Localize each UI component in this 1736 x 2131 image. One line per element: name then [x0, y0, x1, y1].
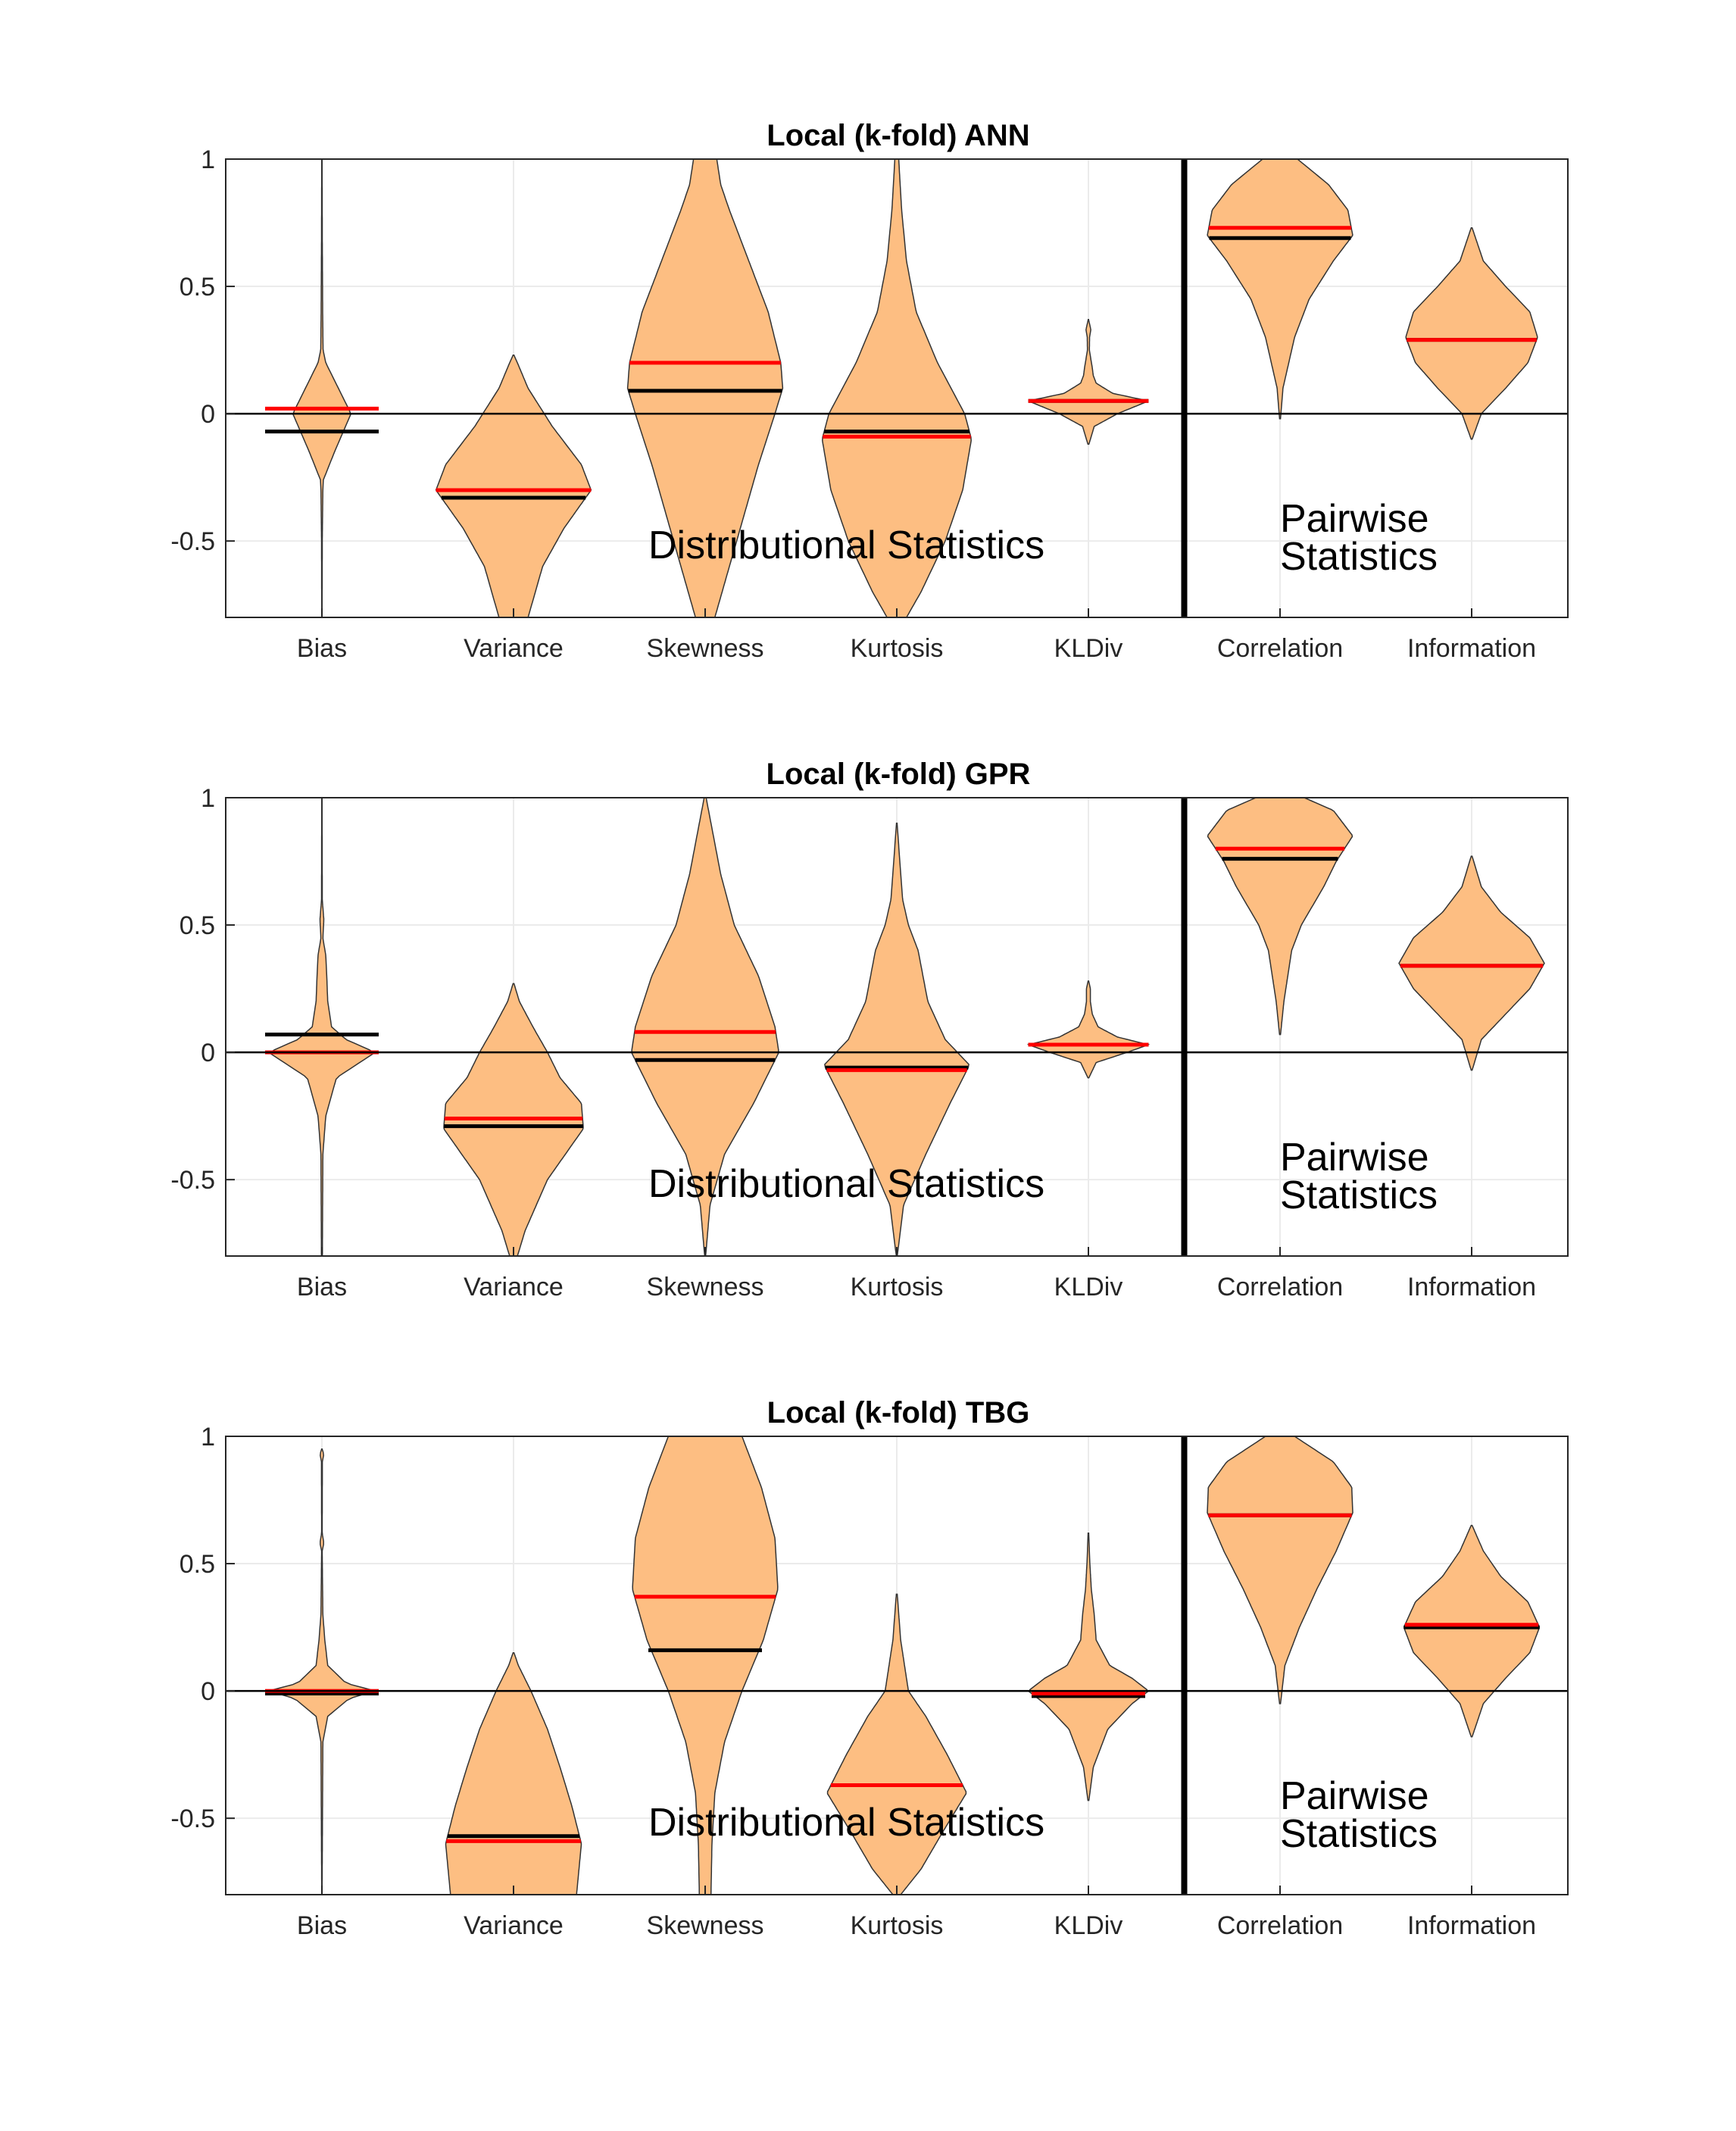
violin-correlation — [1207, 158, 1354, 420]
violin-bias — [265, 158, 379, 618]
panel-ann: Local (k-fold) ANN -0.5 0 0.5 1 Bias Varianc… — [170, 119, 1569, 663]
violin-bias — [265, 1448, 379, 1895]
violins — [265, 1436, 1540, 1895]
violin-body — [292, 158, 351, 618]
y-tick-label: 0 — [201, 400, 215, 429]
violin-body — [1207, 158, 1354, 420]
violin-body — [1405, 227, 1538, 440]
panel-tbg: Local (k-fold) TBG -0.5 0 0.5 1 Bias Varianc… — [170, 1396, 1569, 1940]
annotation-statistics: Statistics — [1280, 535, 1438, 579]
y-tick-label: 0 — [201, 1039, 215, 1067]
violin-kurtosis — [824, 822, 969, 1257]
violin-body — [826, 1593, 967, 1895]
y-tick-label: 1 — [201, 145, 215, 174]
x-tick-label: KLDiv — [1054, 1273, 1123, 1301]
panel-title: Local (k-fold) ANN — [767, 119, 1029, 152]
y-tick-label: 0.5 — [180, 1550, 215, 1579]
y-tick-label: 0.5 — [180, 911, 215, 940]
x-tick-label: Bias — [297, 1273, 347, 1301]
y-tick-label: 0 — [201, 1677, 215, 1706]
annotation-pairwise: Pairwise — [1280, 1136, 1429, 1180]
annotation-pairwise: Pairwise — [1280, 1774, 1429, 1818]
violin-information — [1403, 1524, 1540, 1738]
x-tick-label: Skewness — [647, 1273, 764, 1301]
x-tick-label: Information — [1407, 1273, 1536, 1301]
violin-kurtosis — [826, 1593, 967, 1895]
x-tick-label: KLDiv — [1054, 1911, 1123, 1940]
violin-body — [1398, 855, 1545, 1071]
y-tick-label: -0.5 — [170, 527, 215, 556]
panel-gpr: Local (k-fold) GPR -0.5 0 0.5 1 Bias Varianc… — [170, 758, 1569, 1301]
violins — [265, 158, 1538, 618]
x-tick-label: KLDiv — [1054, 634, 1123, 663]
violin-body — [1207, 1436, 1354, 1704]
violin-bias — [265, 797, 379, 1257]
violin-variance — [445, 1651, 582, 1895]
x-tick-label: Variance — [464, 1911, 564, 1940]
violin-kldiv — [1028, 319, 1149, 445]
violin-information — [1398, 855, 1545, 1071]
x-tick-label: Bias — [297, 634, 347, 663]
panel-title: Local (k-fold) GPR — [767, 758, 1031, 791]
violin-kldiv — [1028, 1532, 1149, 1801]
y-ticks: -0.5 0 0.5 1 — [170, 145, 235, 556]
violin-body — [268, 797, 376, 1257]
x-ticks: Bias Variance Skewness Kurtosis KLDiv Correla… — [297, 1247, 1536, 1301]
violin-body — [445, 1651, 582, 1895]
x-tick-label: Kurtosis — [851, 1273, 944, 1301]
y-tick-label: -0.5 — [170, 1166, 215, 1195]
annotation-statistics: Statistics — [1280, 1173, 1438, 1217]
x-tick-label: Correlation — [1217, 1911, 1343, 1940]
y-tick-label: 0.5 — [180, 273, 215, 302]
x-ticks: Bias Variance Skewness Kurtosis KLDiv Correla… — [297, 608, 1536, 663]
x-tick-label: Variance — [464, 634, 564, 663]
y-tick-label: 1 — [201, 1423, 215, 1451]
violin-body — [435, 355, 592, 618]
x-tick-label: Information — [1407, 634, 1536, 663]
violin-body — [266, 1448, 378, 1895]
x-tick-label: Skewness — [647, 1911, 764, 1940]
violin-skewness — [626, 158, 784, 618]
annotation-pairwise: Pairwise — [1280, 497, 1429, 541]
violin-kldiv — [1026, 980, 1151, 1079]
violin-body — [1029, 319, 1148, 445]
violin-correlation — [1207, 1436, 1354, 1704]
x-tick-label: Kurtosis — [851, 1911, 944, 1940]
y-ticks: -0.5 0 0.5 1 — [170, 1423, 235, 1833]
violin-correlation — [1207, 797, 1354, 1036]
violin-variance — [435, 355, 592, 618]
panel-title: Local (k-fold) TBG — [767, 1396, 1030, 1430]
violin-kurtosis — [822, 158, 972, 618]
annotation-statistics: Statistics — [1280, 1812, 1438, 1856]
y-tick-label: -0.5 — [170, 1804, 215, 1833]
violin-body — [1026, 980, 1151, 1079]
violin-body — [824, 822, 969, 1257]
violin-body — [1207, 797, 1354, 1036]
x-ticks: Bias Variance Skewness Kurtosis KLDiv Correla… — [297, 1886, 1536, 1940]
y-tick-label: 1 — [201, 784, 215, 813]
x-tick-label: Information — [1407, 1911, 1536, 1940]
y-ticks: -0.5 0 0.5 1 — [170, 784, 235, 1195]
violin-body — [1028, 1532, 1149, 1801]
x-tick-label: Correlation — [1217, 634, 1343, 663]
violin-body — [1403, 1524, 1540, 1738]
x-tick-label: Variance — [464, 1273, 564, 1301]
annotation-distributional: Distributional Statistics — [648, 523, 1044, 567]
annotation-distributional: Distributional Statistics — [648, 1801, 1044, 1845]
violin-information — [1405, 227, 1538, 440]
violin-variance — [443, 983, 584, 1257]
x-tick-label: Correlation — [1217, 1273, 1343, 1301]
x-tick-label: Kurtosis — [851, 634, 944, 663]
x-tick-label: Skewness — [647, 634, 764, 663]
annotation-distributional: Distributional Statistics — [648, 1162, 1044, 1206]
x-tick-label: Bias — [297, 1911, 347, 1940]
